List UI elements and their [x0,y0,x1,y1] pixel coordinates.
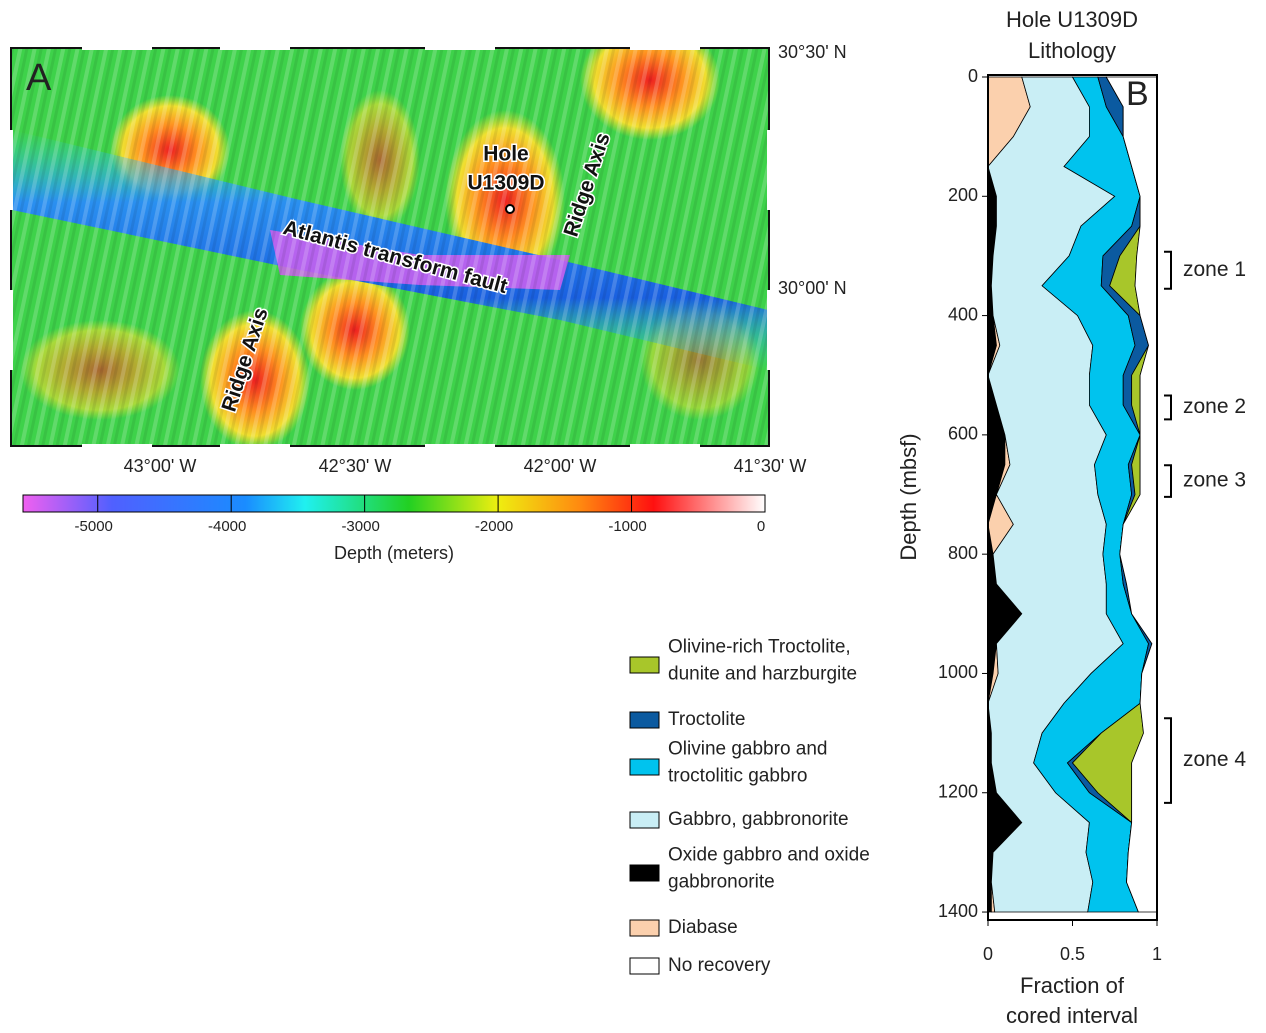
y-tick-label: 0 [968,66,978,86]
legend-label: No recovery [668,955,771,976]
map-label: U1309D [467,172,544,195]
lon-label: 41°30' W [734,456,807,476]
x-axis-label: cored interval [1006,1003,1138,1028]
lon-label: 43°00' W [124,456,197,476]
legend-swatch [629,957,660,975]
legend-swatch [629,919,660,937]
x-tick-label: 1 [1152,944,1162,964]
y-tick-label: 800 [948,543,978,563]
map-label: Hole [483,143,529,166]
lon-label: 42°00' W [524,456,597,476]
legend-swatch [629,711,660,729]
legend-label: Olivine-rich Troctolite, dunite and harzb… [668,637,857,685]
colorbar-label: Depth (meters) [334,543,454,563]
legend-swatch [629,758,660,776]
lat-label: 30°30' N [778,42,847,62]
colorbar-tick-label: -5000 [75,518,113,535]
legend-label: Troctolite [668,709,745,730]
y-tick-label: 200 [948,185,978,205]
x-tick-label: 0.5 [1060,944,1085,964]
bathymetry-map [10,47,770,447]
colorbar-tick-label: -4000 [208,518,246,535]
legend-swatch [629,864,660,882]
y-tick-label: 1000 [938,662,978,682]
zone-label: zone 3 [1183,469,1246,492]
legend-label: Oxide gabbro and oxide gabbronorite [668,845,870,893]
chart-title: Hole U1309D [1006,7,1138,32]
legend-swatch [629,811,660,829]
legend-label: Olivine gabbro and troctolitic gabbro [668,739,828,787]
zone-bracket [1164,394,1172,421]
colorbar-tick-label: -3000 [341,518,379,535]
zone-bracket [1164,717,1172,804]
colorbar-tick-label: -1000 [608,518,646,535]
zone-label: zone 2 [1183,395,1246,418]
y-tick-label: 400 [948,304,978,324]
zone-label: zone 4 [1183,748,1246,771]
lat-label: 30°00' N [778,278,847,298]
colorbar-tick-label: -2000 [475,518,513,535]
zone-bracket [1164,250,1172,290]
legend-label: Diabase [668,917,738,938]
y-tick-label: 600 [948,424,978,444]
panel-label: B [1126,75,1149,113]
colorbar [22,494,766,513]
lon-label: 42°30' W [319,456,392,476]
y-tick-label: 1200 [938,781,978,801]
y-tick-label: 1400 [938,901,978,921]
legend-swatch [629,656,660,674]
zone-bracket [1164,464,1172,498]
y-axis-label: Depth (mbsf) [896,433,921,560]
chart-title: Lithology [1028,38,1116,63]
zone-label: zone 1 [1183,258,1246,281]
panel-label: A [26,57,52,99]
hole-marker [505,204,515,214]
legend-label: Gabbro, gabbronorite [668,809,849,830]
colorbar-tick-label: 0 [757,518,765,535]
x-tick-label: 0 [983,944,993,964]
x-axis-label: Fraction of [1020,973,1125,998]
